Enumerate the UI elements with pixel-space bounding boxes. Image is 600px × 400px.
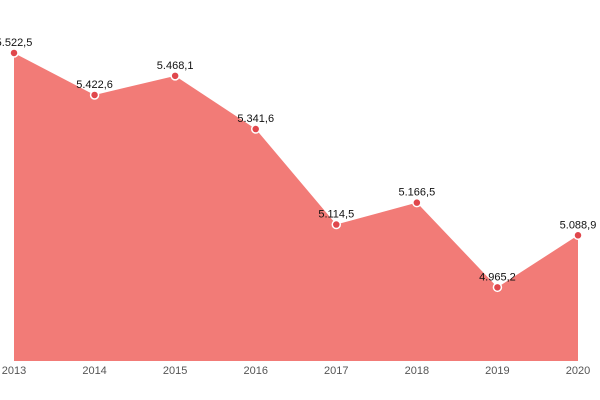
data-point bbox=[331, 219, 342, 230]
data-point bbox=[573, 230, 583, 241]
x-tick-label: 2018 bbox=[405, 365, 429, 377]
data-point bbox=[9, 48, 19, 58]
data-point bbox=[170, 71, 180, 81]
data-point bbox=[492, 282, 503, 293]
x-tick-label: 2016 bbox=[243, 365, 267, 377]
x-tick-label: 2013 bbox=[2, 365, 26, 377]
data-point bbox=[250, 124, 261, 134]
x-tick-label: 2015 bbox=[163, 365, 187, 377]
x-tick-label: 2017 bbox=[324, 365, 348, 377]
data-label: 5.468,1 bbox=[157, 60, 194, 72]
data-label: 5.114,5 bbox=[318, 209, 354, 221]
area-series bbox=[14, 52, 578, 362]
x-tick-label: 2020 bbox=[566, 365, 590, 377]
data-label: 5.522,5 bbox=[0, 37, 32, 49]
data-label: 5.341,6 bbox=[237, 113, 274, 125]
x-tick-label: 2019 bbox=[485, 365, 509, 377]
data-label: 4.965,2 bbox=[479, 271, 516, 283]
data-label: 5.166,5 bbox=[399, 187, 436, 199]
data-label: 5.422,6 bbox=[76, 79, 113, 91]
data-point bbox=[412, 197, 422, 208]
data-label: 5.088,9 bbox=[560, 219, 597, 231]
data-point bbox=[89, 90, 100, 100]
x-tick-label: 2014 bbox=[82, 365, 106, 377]
